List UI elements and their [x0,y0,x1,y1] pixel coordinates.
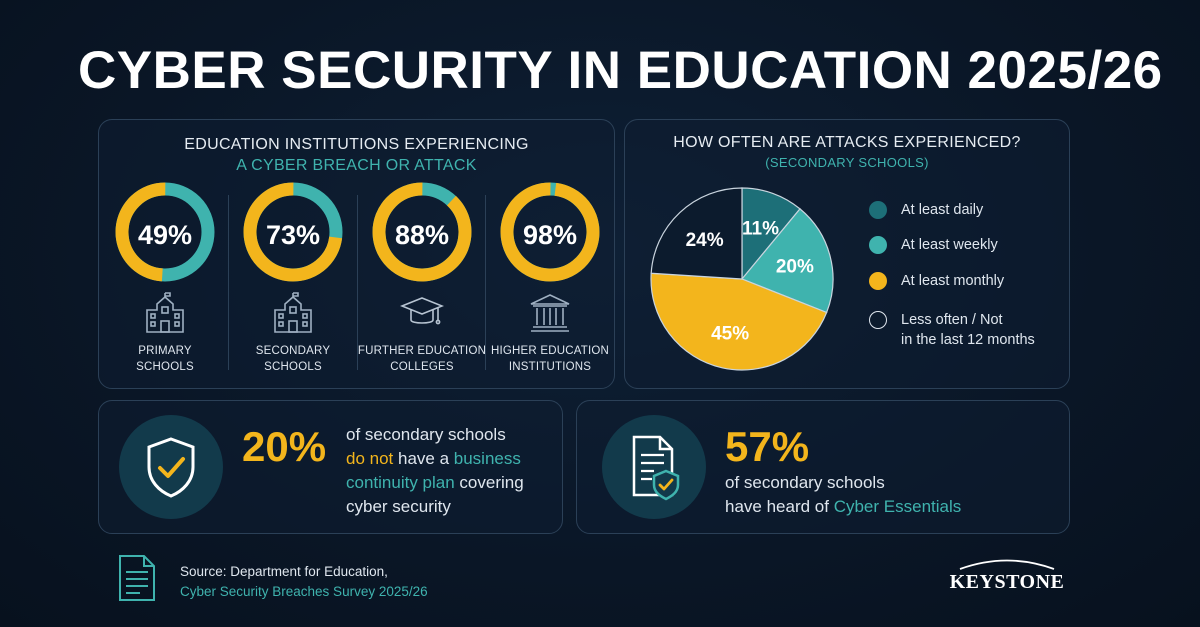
ring-divider [485,195,486,370]
breach-rings-panel: EDUCATION INSTITUTIONS EXPERIENCING A CY… [98,119,615,389]
ring-value-arc [115,182,215,282]
ring-primary-value: 49% [137,220,193,250]
ring-value-arc [243,182,343,282]
continuity-highlight-not: do not [346,449,394,468]
ring-higher-chart [500,182,600,282]
pie-slice-label: 11% [742,219,779,240]
pie-slice-label: 24% [686,230,724,251]
pie-slice-label: 45% [711,323,749,344]
continuity-highlight-plan: continuity plan [346,473,455,492]
rings-heading-line2: A CYBER BREACH OR ATTACK [236,157,477,174]
continuity-percent: 20% [242,423,327,470]
continuity-line4: cyber security [346,497,451,516]
ring-further: 88% FURTHER EDUCATION COLLEGES [358,182,486,382]
essentials-line2: have heard of Cyber Essentials [725,495,961,519]
essentials-highlight: Cyber Essentials [833,497,962,516]
pie-slice [650,187,743,280]
logo-arc [959,559,1055,570]
ring-secondary-value: 73% [265,220,321,250]
legend-swatch [869,201,887,219]
school-building-icon [271,292,315,339]
continuity-highlight-business: business [453,449,521,468]
pie-subtitle: (SECONDARY SCHOOLS) [765,155,929,170]
essentials-percent: 57% [725,423,810,470]
continuity-stat-panel: 20% of secondary schools do not have a b… [98,400,563,534]
pie-slice [650,272,828,371]
document-icon [116,554,158,607]
continuity-line2: do not have a business [346,447,524,471]
continuity-connector: covering [454,473,524,492]
rings-heading-line1: EDUCATION INSTITUTIONS EXPERIENCING [184,136,529,153]
school-building-icon [143,292,187,339]
essentials-line1: of secondary schools [725,473,885,492]
legend-label: At least weekly [901,237,998,253]
ring-further-chart [372,182,472,282]
ring-divider [357,195,358,370]
ring-primary-label: PRIMARY SCHOOLS [136,345,194,373]
legend-swatch [869,236,887,254]
continuity-text: of secondary schools do not have a busin… [346,423,524,519]
continuity-line1: of secondary schools [346,425,506,444]
rings-heading: EDUCATION INSTITUTIONS EXPERIENCING A CY… [99,134,614,176]
essentials-stat-panel: 57% of secondary schools have heard of C… [576,400,1070,534]
ring-higher-value: 98% [522,220,578,250]
legend-swatch [869,272,887,290]
keystone-logo: KEYSTONE [942,556,1072,596]
ring-value-arc [500,182,600,282]
shield-check-icon [119,415,223,519]
pie-slice-label: 20% [776,256,814,277]
legend-label: At least monthly [901,273,1005,289]
ring-secondary-label: SECONDARY SCHOOLS [255,345,331,373]
source-line2: Cyber Security Breaches Survey 2025/26 [180,584,428,599]
pie-slice [741,208,834,314]
attack-frequency-pie: 11% 20% 45% 24% [650,187,834,371]
page-title: CYBER SECURITY IN EDUCATION 2025/26 [78,41,1163,100]
ring-further-value: 88% [394,220,450,250]
continuity-connector: have a [393,449,454,468]
ring-primary-chart [115,182,215,282]
logo-wordmark: KEYSTONE [949,571,1065,593]
legend-label: At least daily [901,202,984,218]
source-citation: Source: Department for Education, Cyber … [180,562,428,602]
graduation-cap-icon [399,292,445,339]
essentials-text: of secondary schools have heard of Cyber… [725,471,961,519]
ring-secondary-chart [243,182,343,282]
ring-primary: 49% PRIMARY SCHOOLS [102,182,228,382]
ring-divider [228,195,229,370]
ring-higher-label: HIGHER EDUCATION INSTITUTIONS [491,345,609,373]
pie-title: HOW OFTEN ARE ATTACKS EXPERIENCED? [673,134,1021,151]
source-line1: Source: Department for Education, [180,564,388,579]
essentials-connector: have heard of [725,497,834,516]
legend-label: Less often / Not in the last 12 months [901,312,1035,348]
continuity-line3: continuity plan covering [346,471,524,495]
ring-further-label: FURTHER EDUCATION COLLEGES [357,345,487,373]
document-shield-icon [602,415,706,519]
ring-higher: 98% HIGHER EDUCATION INSTITUTIONS [487,182,613,382]
attack-frequency-panel: HOW OFTEN ARE ATTACKS EXPERIENCED? (SECO… [624,119,1070,389]
university-columns-icon [528,292,572,339]
ring-secondary: 73% SECONDARY SCHOOLS [230,182,356,382]
legend-swatch [869,311,887,329]
